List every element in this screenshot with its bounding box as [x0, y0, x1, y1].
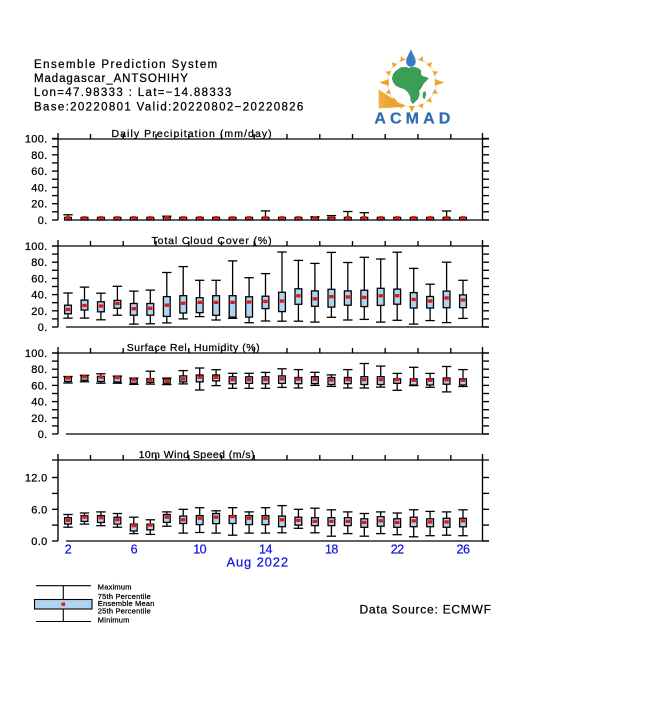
svg-text:80.: 80. — [31, 150, 47, 162]
svg-text:Ensemble Prediction System: Ensemble Prediction System — [34, 59, 219, 71]
svg-text:80.: 80. — [31, 257, 47, 269]
svg-text:26: 26 — [457, 543, 470, 557]
svg-text:Aug 2022: Aug 2022 — [226, 554, 288, 569]
svg-text:80.: 80. — [31, 364, 47, 376]
svg-text:12.0: 12.0 — [25, 473, 48, 485]
svg-text:ACMAD: ACMAD — [374, 110, 454, 127]
svg-text:Data Source: ECMWF: Data Source: ECMWF — [360, 603, 492, 617]
svg-text:2: 2 — [65, 543, 72, 557]
svg-text:20.: 20. — [31, 306, 47, 318]
svg-text:40.: 40. — [31, 290, 47, 302]
svg-text:0.: 0. — [38, 322, 48, 334]
svg-text:Total Cloud Cover (%): Total Cloud Cover (%) — [152, 235, 273, 247]
svg-text:Daily Precipitation (mm/day): Daily Precipitation (mm/day) — [112, 128, 273, 140]
svg-text:0.: 0. — [38, 215, 48, 227]
svg-text:100.: 100. — [25, 241, 48, 253]
svg-text:60.: 60. — [31, 166, 47, 178]
svg-text:Ensemble Mean: Ensemble Mean — [98, 599, 155, 608]
svg-text:Lon=47.98333 : Lat=−14.88333: Lon=47.98333 : Lat=−14.88333 — [34, 87, 233, 99]
svg-text:0.0: 0.0 — [31, 536, 47, 548]
svg-text:20.: 20. — [31, 413, 47, 425]
svg-text:20.: 20. — [31, 199, 47, 211]
svg-text:60.: 60. — [31, 273, 47, 285]
svg-text:22: 22 — [391, 543, 404, 557]
svg-text:0.: 0. — [38, 429, 48, 441]
svg-text:10: 10 — [193, 543, 206, 557]
svg-text:40.: 40. — [31, 182, 47, 194]
svg-text:6: 6 — [131, 543, 138, 557]
svg-text:Surface Rel. Humidity (%): Surface Rel. Humidity (%) — [127, 342, 260, 354]
svg-text:25th Percentile: 25th Percentile — [98, 606, 151, 615]
svg-text:40.: 40. — [31, 397, 47, 409]
svg-text:75th Percentile: 75th Percentile — [98, 592, 151, 601]
svg-text:60.: 60. — [31, 380, 47, 392]
svg-text:10m Wind Speed (m/s): 10m Wind Speed (m/s) — [139, 449, 255, 461]
svg-text:Minimum: Minimum — [98, 615, 130, 624]
svg-text:18: 18 — [325, 543, 338, 557]
svg-text:100.: 100. — [25, 348, 48, 360]
svg-text:6.0: 6.0 — [31, 504, 47, 516]
svg-text:100.: 100. — [25, 134, 48, 146]
svg-text:Base:20220801 Valid:20220802−2: Base:20220801 Valid:20220802−20220826 — [34, 101, 305, 113]
svg-text:Maximum: Maximum — [98, 583, 132, 592]
svg-text:Madagascar_ANTSOHIHY: Madagascar_ANTSOHIHY — [34, 73, 189, 85]
svg-text:14: 14 — [259, 543, 272, 557]
